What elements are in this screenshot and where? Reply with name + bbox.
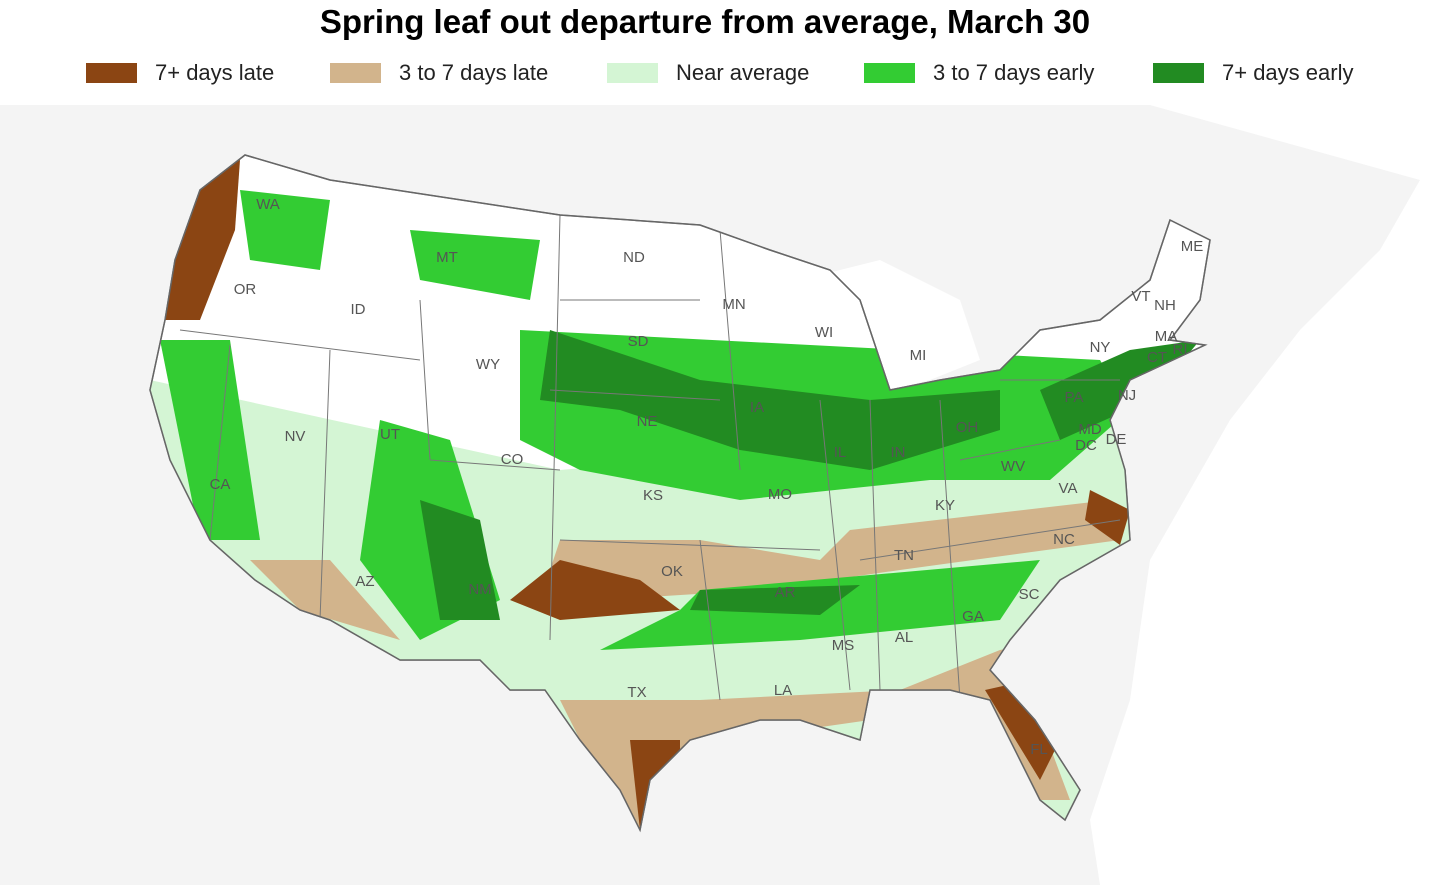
zone-7-early: [420, 500, 860, 620]
state-label: MA: [1155, 328, 1178, 345]
state-label: NE: [637, 413, 658, 430]
state-label: AZ: [355, 573, 374, 590]
state-label: SD: [628, 333, 649, 350]
state-label: ME: [1181, 238, 1204, 255]
state-label: RI: [1173, 341, 1188, 358]
state-label: AL: [895, 629, 913, 646]
state-label: GA: [962, 608, 984, 625]
legend-swatch: [330, 63, 381, 83]
state-label: TX: [627, 684, 646, 701]
zone-3-7-late: [540, 500, 1120, 600]
state-label: MS: [832, 637, 855, 654]
zone-7-late: [1085, 490, 1130, 545]
state-label: NH: [1154, 297, 1176, 314]
zone-3-7-early: [160, 340, 260, 540]
state-label: NY: [1090, 339, 1111, 356]
state-label: AR: [775, 584, 796, 601]
state-label: WY: [476, 356, 500, 373]
zone-7-early: [1040, 340, 1200, 440]
state-label: OR: [234, 281, 257, 298]
state-label: SC: [1019, 586, 1040, 603]
state-label: NJ: [1118, 387, 1136, 404]
state-label: MN: [722, 296, 745, 313]
state-label: CO: [501, 451, 524, 468]
legend-swatch: [86, 63, 137, 83]
zone-3-7-late: [250, 560, 400, 640]
state-label: MI: [910, 347, 927, 364]
state-label: MT: [436, 249, 458, 266]
state-label: NM: [468, 581, 491, 598]
state-label: NC: [1053, 531, 1075, 548]
departure-zones: [150, 160, 1200, 830]
state-label: KY: [935, 497, 955, 514]
zone-3-7-early: [240, 190, 540, 300]
state-label: MD: [1078, 421, 1101, 438]
state-label: KS: [643, 487, 663, 504]
state-label: IL: [834, 444, 847, 461]
state-label: TN: [894, 547, 914, 564]
state-label: MO: [768, 486, 792, 503]
legend-label: 3 to 7 days early: [933, 60, 1094, 85]
state-label: VA: [1059, 480, 1078, 497]
state-label: OH: [956, 419, 979, 436]
state-label: LA: [774, 682, 792, 699]
legend: 7+ days late 3 to 7 days late Near average…: [86, 60, 1353, 85]
state-label: UT: [380, 426, 400, 443]
zone-7-early: [540, 330, 1000, 470]
zone-3-7-late: [560, 640, 1070, 830]
zone-7-late: [510, 560, 680, 620]
legend-label: Near average: [676, 60, 809, 85]
map-title: Spring leaf out departure from average, …: [320, 3, 1090, 40]
state-label: ND: [623, 249, 645, 266]
ocean: [1090, 105, 1456, 885]
legend-label: 7+ days late: [155, 60, 274, 85]
state-label: DC: [1075, 437, 1097, 454]
state-label: WV: [1001, 458, 1025, 475]
legend-swatch: [607, 63, 658, 83]
state-label: WI: [815, 324, 833, 341]
state-label: ID: [351, 301, 366, 318]
state-label: FL: [1030, 741, 1048, 758]
legend-swatch: [864, 63, 915, 83]
state-label: CT: [1147, 349, 1167, 366]
state-label: CA: [210, 476, 231, 493]
state-labels: WA OR CA ID NV MT WY UT AZ CO NM ND SD NE KS OK TX MN IA MO…: [210, 196, 1204, 758]
state-label: IA: [750, 399, 764, 416]
state-label: OK: [661, 563, 683, 580]
legend-label: 3 to 7 days late: [399, 60, 548, 85]
legend-swatch: [1153, 63, 1204, 83]
state-label: PA: [1065, 389, 1084, 406]
state-borders: [179, 214, 1121, 701]
state-label: DE: [1106, 431, 1127, 448]
state-label: NV: [285, 428, 306, 445]
state-label: IN: [891, 444, 906, 461]
state-label: VT: [1131, 288, 1150, 305]
state-label: WA: [256, 196, 280, 213]
legend-label: 7+ days early: [1222, 60, 1353, 85]
